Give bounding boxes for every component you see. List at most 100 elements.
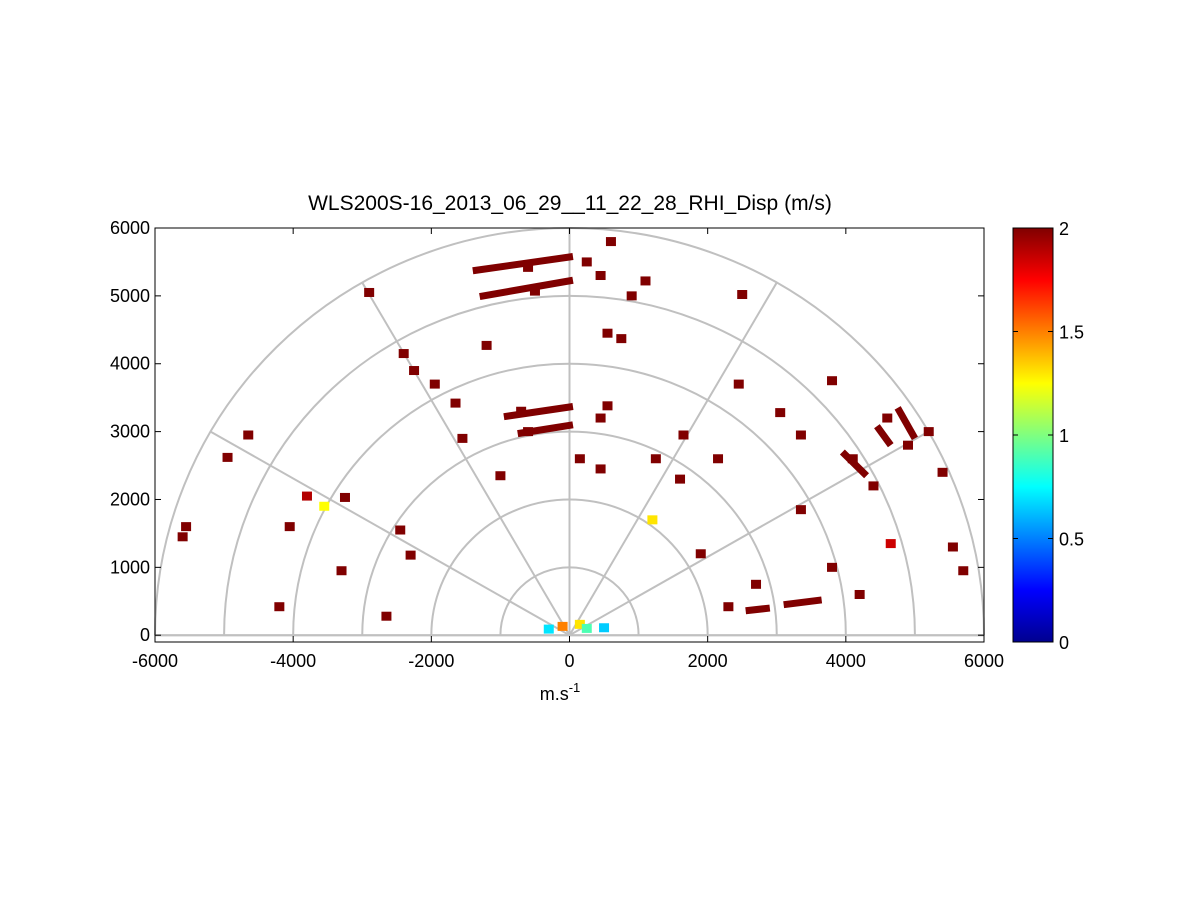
colorbar-tick-label: 2	[1059, 219, 1069, 239]
data-cell	[640, 276, 651, 286]
data-cell	[457, 433, 468, 443]
data-cell	[795, 430, 806, 440]
azimuth-spoke	[569, 430, 929, 637]
data-cell	[381, 611, 392, 621]
data-cell	[650, 454, 661, 464]
data-cell	[678, 430, 689, 440]
data-cell	[595, 464, 606, 474]
data-cell	[847, 454, 858, 464]
data-cell	[222, 452, 233, 462]
colorbar-tick-label: 1.5	[1059, 323, 1084, 343]
data-band	[479, 276, 574, 300]
data-cell	[284, 522, 295, 532]
x-axis-label-base: m.s	[540, 684, 569, 704]
data-band	[503, 403, 574, 421]
data-cell	[903, 440, 914, 450]
data-cell	[529, 286, 540, 296]
x-tick-label: -2000	[408, 651, 454, 671]
x-tick-label: -6000	[132, 651, 178, 671]
x-tick-label: 4000	[826, 651, 866, 671]
data-cell	[523, 427, 534, 437]
data-cell	[626, 291, 637, 301]
y-axis-ticks: 0 1000 2000 3000 4000 5000 6000	[110, 218, 984, 645]
data-band	[472, 253, 574, 275]
colorbar-tick-label: 1	[1059, 426, 1069, 446]
data-cell	[605, 237, 616, 247]
x-tick-label: 2000	[688, 651, 728, 671]
azimuth-spoke	[568, 282, 778, 636]
chart-title: WLS200S-16_2013_06_29__11_22_28_RHI_Disp…	[308, 192, 832, 215]
data-cell	[795, 505, 806, 515]
data-cells	[177, 237, 969, 634]
data-cell	[177, 532, 188, 542]
data-cell	[557, 621, 568, 631]
data-cell	[336, 566, 347, 576]
data-cell	[398, 349, 409, 359]
data-cell	[937, 467, 948, 477]
data-cell	[274, 602, 285, 612]
y-tick-label: 4000	[110, 354, 150, 374]
data-cell	[450, 398, 461, 408]
data-cell	[405, 550, 416, 560]
x-axis-label: m.s-1	[540, 680, 581, 704]
data-cell	[723, 602, 734, 612]
data-cell	[737, 290, 748, 300]
data-cell	[339, 492, 350, 502]
data-cell	[923, 427, 934, 437]
data-cell	[713, 454, 724, 464]
colorbar-ticks: 0 0.5 1 1.5 2	[1013, 219, 1084, 653]
data-band	[874, 424, 894, 448]
data-cell	[516, 406, 527, 416]
data-cell	[581, 623, 592, 633]
data-cell	[602, 328, 613, 338]
data-cell	[301, 491, 312, 501]
data-band	[839, 449, 870, 479]
data-cell	[243, 430, 254, 440]
data-cell	[409, 366, 420, 376]
data-cell	[854, 589, 865, 599]
data-cell	[616, 334, 627, 344]
data-cell	[574, 454, 585, 464]
y-tick-label: 6000	[110, 218, 150, 238]
data-cell	[595, 271, 606, 281]
x-tick-label: 0	[564, 651, 574, 671]
data-cell	[947, 542, 958, 552]
y-tick-label: 1000	[110, 557, 150, 577]
data-cell	[181, 522, 192, 532]
x-axis-label-superscript: -1	[569, 680, 581, 695]
data-cell	[695, 549, 706, 559]
azimuth-spoke	[210, 430, 570, 637]
data-cell	[581, 257, 592, 267]
data-band	[783, 596, 823, 609]
x-tick-label: -4000	[270, 651, 316, 671]
colorbar-tick-label: 0	[1059, 633, 1069, 653]
data-cell	[429, 379, 440, 389]
data-cell	[868, 481, 879, 491]
colorbar: 0 0.5 1 1.5 2	[1012, 219, 1084, 653]
data-cell	[733, 379, 744, 389]
data-band	[894, 406, 918, 441]
y-tick-label: 2000	[110, 489, 150, 509]
data-cell	[495, 471, 506, 481]
colorbar-tick-label: 0.5	[1059, 530, 1084, 550]
data-cell	[602, 401, 613, 411]
data-cell	[595, 413, 606, 423]
y-tick-label: 0	[140, 625, 150, 645]
x-tick-label: 6000	[964, 651, 1004, 671]
y-tick-label: 5000	[110, 286, 150, 306]
azimuth-spoke	[361, 282, 571, 636]
data-cell	[958, 566, 969, 576]
data-cell	[395, 525, 406, 535]
data-cell	[574, 619, 585, 629]
data-cell	[523, 262, 534, 272]
data-cell	[751, 579, 762, 589]
data-band	[745, 604, 771, 615]
data-cell	[599, 623, 610, 633]
data-cell	[675, 474, 686, 484]
data-cell	[543, 624, 554, 634]
data-cell	[481, 340, 492, 350]
data-cell	[364, 287, 375, 297]
data-cell	[647, 515, 658, 525]
colorbar-gradient	[1012, 227, 1054, 643]
